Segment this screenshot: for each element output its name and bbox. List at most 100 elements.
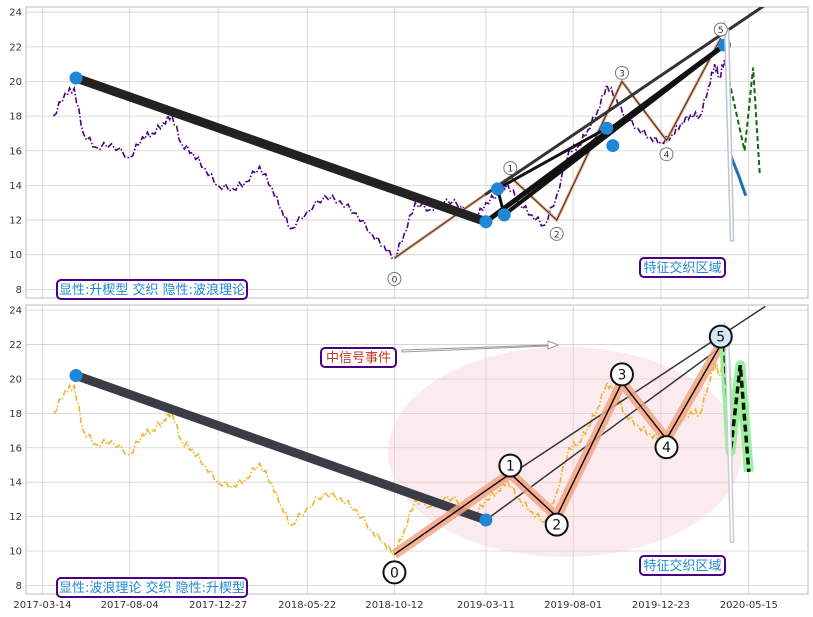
wave-label-text: 3 xyxy=(617,367,626,383)
wave-label-text: 2 xyxy=(552,518,561,534)
y-tick-label: 20 xyxy=(9,374,22,385)
top-method-label: 显性:升楔型 交织 隐性:波浪理论 xyxy=(56,279,248,300)
top-zone-label: 特征交织区域 xyxy=(639,257,726,278)
upper-wedge-line-top xyxy=(484,7,765,196)
bottom-method-label-text: 显性:波浪理论 交织 隐性:升楔型 xyxy=(59,580,245,596)
wave-label-circle xyxy=(659,147,674,162)
wedge-marker xyxy=(606,139,620,153)
y-tick-label: 12 xyxy=(9,216,22,227)
x-tick-label: 2018-05-22 xyxy=(278,600,336,611)
wave-label-top: 3 xyxy=(614,65,629,80)
wave-label-bottom: 4 xyxy=(654,435,679,460)
y-tick-label: 14 xyxy=(9,478,22,489)
x-tick-label: 2018-10-12 xyxy=(365,600,423,611)
wave-label-bottom: 1 xyxy=(498,453,523,478)
x-tick-label: 2019-12-23 xyxy=(632,600,690,611)
wave-label-circle xyxy=(544,512,569,537)
y-tick-label: 10 xyxy=(9,250,22,261)
y-tick-label: 16 xyxy=(9,443,22,454)
y-tick-label: 24 xyxy=(9,8,22,19)
bottom-zone-label-text: 特征交织区域 xyxy=(643,558,721,574)
wave-label-text: 3 xyxy=(619,69,625,79)
signal-event-label: 中信号事件 xyxy=(320,347,397,368)
x-tick-label: 2017-12-27 xyxy=(189,600,247,611)
wave-label-bottom: 0 xyxy=(382,560,407,585)
wave-label-text: 2 xyxy=(554,230,560,240)
downtrend-line-top xyxy=(71,73,491,227)
y-tick-label: 12 xyxy=(9,512,22,523)
wave-label-top: 1 xyxy=(503,161,518,176)
x-tick-label: 2019-08-01 xyxy=(544,600,602,611)
bottom-zone-label: 特征交织区域 xyxy=(639,555,726,576)
wedge-marker xyxy=(479,215,493,229)
top-method-label-box xyxy=(56,279,248,300)
bottom-method-label: 显性:波浪理论 交织 隐性:升楔型 xyxy=(56,577,248,598)
wave-label-bottom: 5 xyxy=(708,324,733,349)
wave-label-circle xyxy=(549,226,564,241)
plot-frame xyxy=(25,6,809,299)
wave-label-circle xyxy=(654,435,679,460)
y-tick-label: 24 xyxy=(9,306,22,317)
wave-label-circle xyxy=(708,324,733,349)
wave-label-top: 0 xyxy=(387,271,402,286)
wave-label-text: 5 xyxy=(716,330,725,346)
wave-path-line xyxy=(394,344,722,556)
start-marker-bottom xyxy=(69,369,83,383)
forecast-line-green xyxy=(726,67,761,176)
wave-label-bottom: 3 xyxy=(609,362,634,387)
wave-label-text: 1 xyxy=(507,165,513,175)
y-tick-label: 22 xyxy=(9,42,22,53)
top-zone-label-text: 特征交织区域 xyxy=(643,260,721,276)
wedge-line-3-top xyxy=(496,126,609,191)
wave-label-circle xyxy=(382,560,407,585)
wedge-marker xyxy=(491,182,505,196)
top-method-label-text: 显性:升楔型 交织 隐性:波浪理论 xyxy=(59,282,245,298)
wave-label-circle xyxy=(614,65,629,80)
arrow-marker-bottom xyxy=(723,322,735,544)
y-tick-label: 8 xyxy=(16,285,22,296)
y-tick-label: 8 xyxy=(16,581,22,592)
signal-event-label-box xyxy=(320,347,397,368)
y-tick-label: 18 xyxy=(9,409,22,420)
top-plot-area: 0 1 2 3 4 5 xyxy=(52,7,765,286)
top-zone-label-box xyxy=(639,257,726,278)
wedge-marker xyxy=(497,208,511,222)
wave-label-circle xyxy=(387,271,402,286)
wave-label-top: 2 xyxy=(549,226,564,241)
wave-label-circle xyxy=(503,161,518,176)
wedge-line-2-top xyxy=(502,43,727,217)
wave-label-circle xyxy=(498,453,523,478)
y-tick-label: 20 xyxy=(9,77,22,88)
wave-label-text: 4 xyxy=(662,440,671,456)
y-tick-label: 18 xyxy=(9,112,22,123)
signal-event-label-text: 中信号事件 xyxy=(326,351,391,366)
wedge-marker xyxy=(69,71,83,85)
wave-label-bottom: 2 xyxy=(544,512,569,537)
x-tick-label: 2017-08-04 xyxy=(101,600,159,611)
x-tick-label: 2019-03-11 xyxy=(457,600,515,611)
bottom-plot-area: 0 1 2 3 4 5 xyxy=(52,305,766,585)
y-tick-label: 16 xyxy=(9,146,22,157)
feature-zone-ellipse xyxy=(388,347,742,557)
projection-line xyxy=(722,344,751,473)
wave-label-top: 4 xyxy=(659,147,674,162)
wave-label-text: 5 xyxy=(718,26,724,36)
x-tick-label: 2020-05-15 xyxy=(720,600,778,611)
downtrend-line-bottom xyxy=(71,371,491,525)
arrow-marker-top xyxy=(723,20,735,242)
bottom-method-label-box xyxy=(56,577,248,598)
wave-label-text: 0 xyxy=(390,565,399,581)
bottom-zone-label-box xyxy=(639,555,726,576)
y-tick-label: 14 xyxy=(9,181,22,192)
wave-label-circle xyxy=(609,362,634,387)
wave-label-text: 0 xyxy=(392,275,398,285)
signal-arrow xyxy=(401,340,560,353)
end-marker-bottom xyxy=(479,513,493,527)
x-tick-label: 2017-03-14 xyxy=(13,600,71,611)
wave-label-text: 1 xyxy=(506,459,515,475)
wedge-marker xyxy=(600,121,614,135)
wave-label-text: 4 xyxy=(664,151,670,161)
